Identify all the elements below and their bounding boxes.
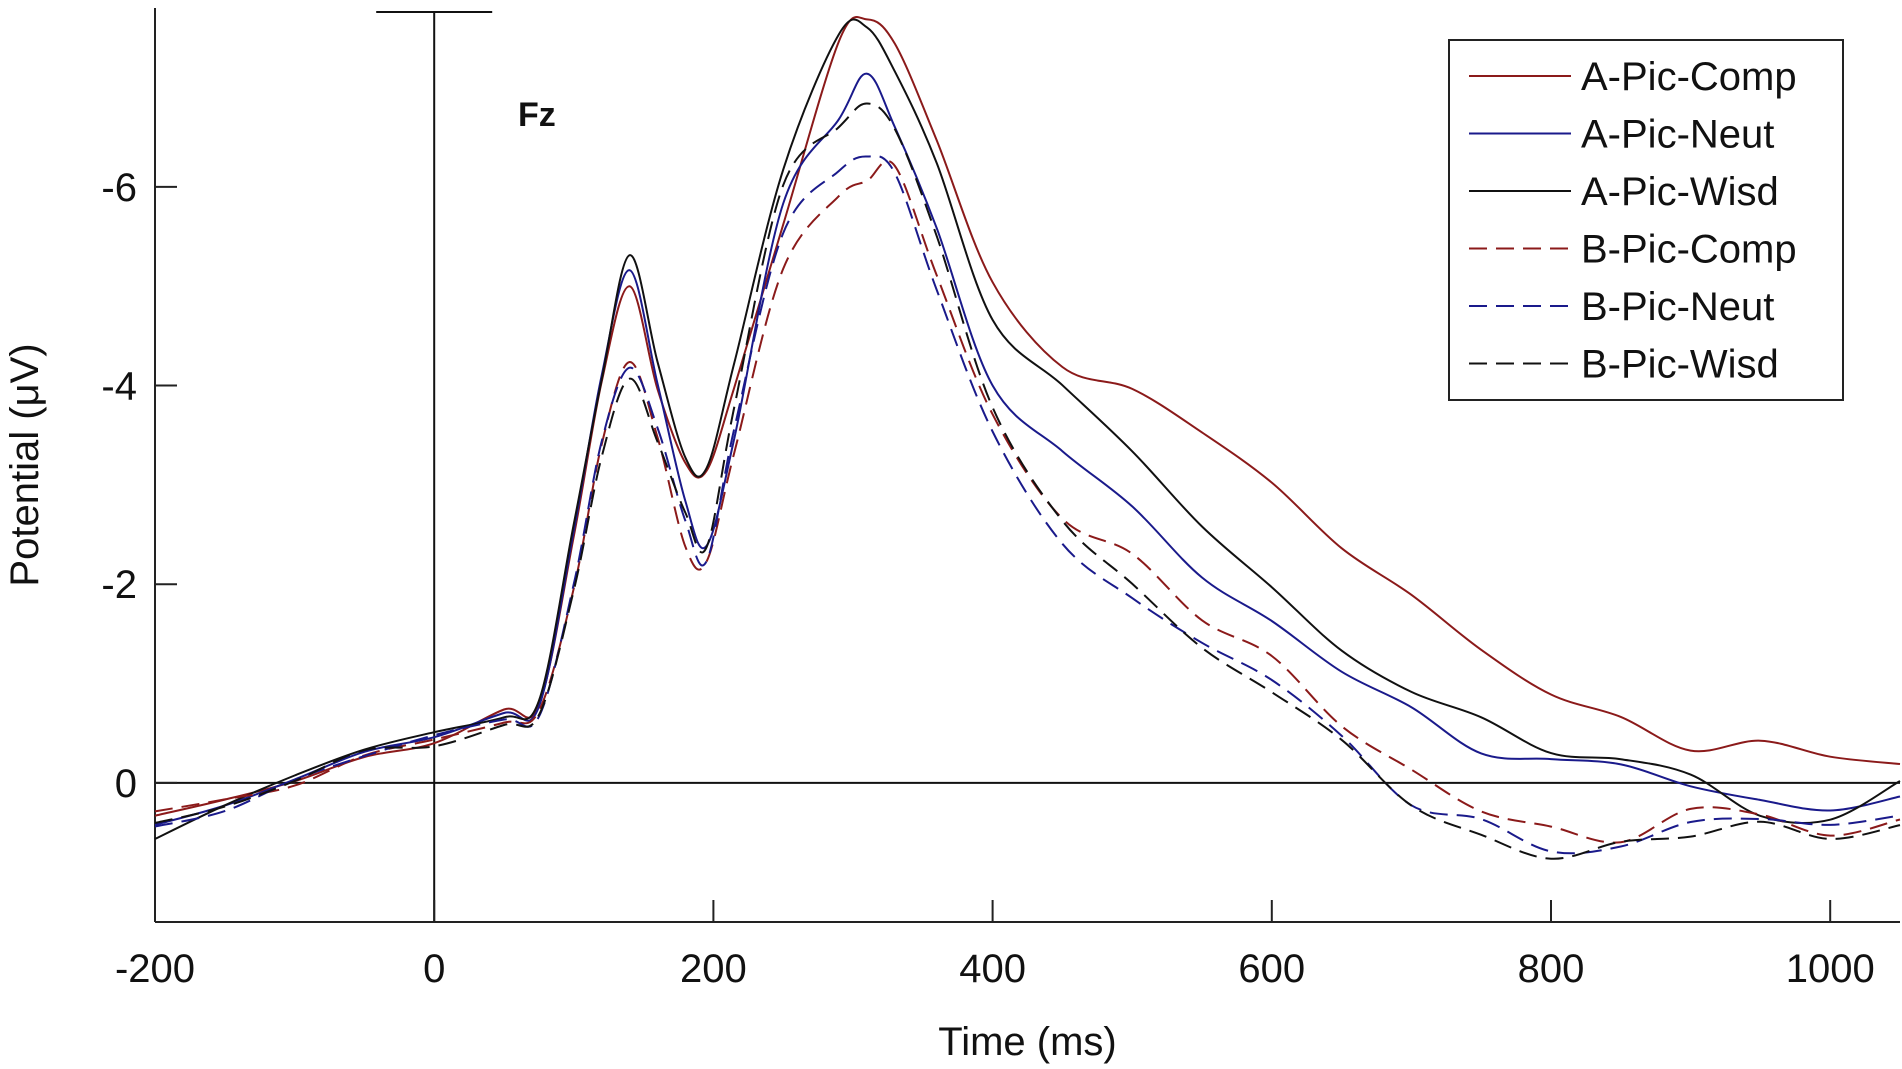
x-axis-title: Time (ms) [938, 1020, 1116, 1064]
legend-label: B-Pic-Neut [1581, 285, 1774, 329]
y-tick-label: -4 [101, 365, 137, 409]
legend-label: A-Pic-Wisd [1581, 170, 1779, 214]
axes [154, 8, 1900, 923]
legend-box [1448, 39, 1844, 401]
x-tick-label: 600 [1238, 947, 1305, 991]
series-line-b-pic-neut [154, 155, 1901, 855]
series-line-b-pic-comp [154, 159, 1901, 844]
legend-label: A-Pic-Neut [1581, 113, 1774, 157]
legend-label: A-Pic-Comp [1581, 55, 1797, 99]
x-tick-label: 0 [423, 947, 445, 991]
y-axis-title: Potential (μV) [3, 343, 47, 586]
x-tick-label: 400 [959, 947, 1026, 991]
y-tick-label: -6 [101, 166, 137, 210]
x-tick-label: -200 [115, 947, 195, 991]
x-tick-label: 200 [680, 947, 747, 991]
x-tick-label: 800 [1518, 947, 1585, 991]
legend: A-Pic-Comp A-Pic-Neut A-Pic-Wisd B-Pic-Comp… [1448, 39, 1844, 401]
series-line-b-pic-wisd [154, 102, 1901, 860]
series-line-a-pic-neut [154, 72, 1901, 826]
y-tick-label: -2 [101, 563, 137, 607]
series-line-a-pic-comp [154, 16, 1901, 817]
channel-label: Fz [518, 96, 556, 134]
legend-label: B-Pic-Wisd [1581, 343, 1779, 387]
y-tick-label: 0 [115, 762, 137, 806]
ticks: -200 0 200 400 600 800 1000 -6 -4 -2 0 [101, 166, 1874, 991]
x-tick-label: 1000 [1786, 947, 1875, 991]
series-lines [154, 16, 1901, 860]
legend-label: B-Pic-Comp [1581, 228, 1797, 272]
series-line-a-pic-wisd [154, 18, 1901, 840]
